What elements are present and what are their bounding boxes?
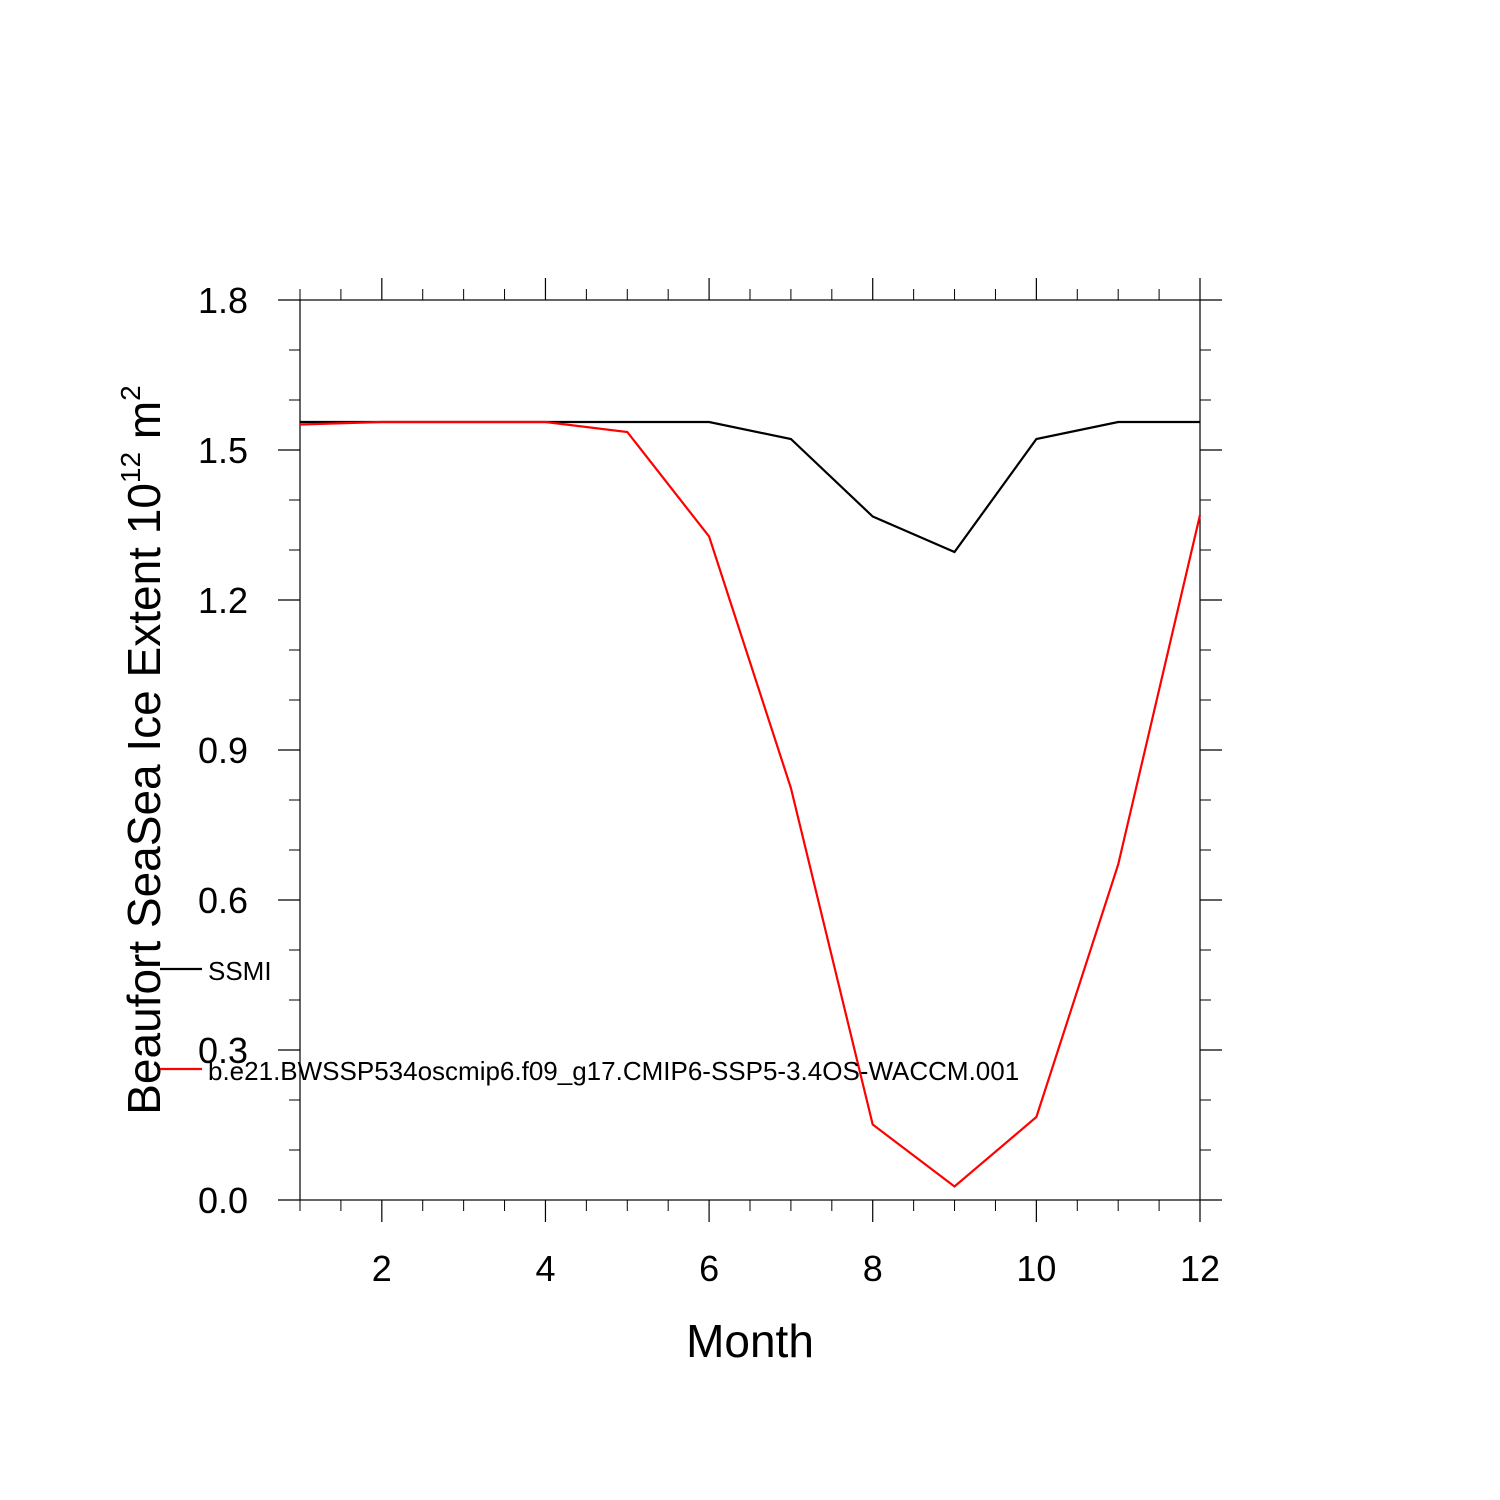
y-tick-label: 0.0: [198, 1180, 248, 1221]
y-tick-labels: 0.0 0.3 0.6 0.9 1.2 1.5 1.8: [198, 280, 248, 1221]
y-tick-label: 1.8: [198, 280, 248, 321]
y-axis-label-spacer: [118, 439, 170, 452]
series-lines: [299, 420, 1202, 1188]
x-tick-label: 6: [699, 1248, 719, 1289]
x-tick-label: 2: [372, 1248, 392, 1289]
series-line-1: [300, 420, 1200, 554]
major-ticks: [278, 278, 1222, 1222]
y-tick-label: 0.6: [198, 880, 248, 921]
x-tick-label: 8: [863, 1248, 883, 1289]
legend: SSMI b.e21.BWSSP534oscmip6.f09_g17.CMIP6-…: [160, 956, 1019, 1086]
y-axis-label-text: Beaufort SeaSea Ice Extent 10: [118, 483, 170, 1115]
x-tick-labels: 2 4 6 8 10 12: [372, 1248, 1220, 1289]
plot-frame: [299, 299, 1201, 1201]
x-tick-label: 12: [1180, 1248, 1220, 1289]
y-tick-label: 0.9: [198, 730, 248, 771]
x-tick-label: 4: [535, 1248, 555, 1289]
y-axis-label-exponent: 12: [115, 452, 146, 483]
y-axis-label-unit-exponent: 2: [115, 385, 146, 401]
y-tick-label: 0.3: [198, 1030, 248, 1071]
y-tick-label: 1.2: [198, 580, 248, 621]
y-tick-label: 1.5: [198, 430, 248, 471]
series-line-2: [299, 420, 1202, 1188]
x-tick-label: 10: [1016, 1248, 1056, 1289]
legend-label-1: SSMI: [208, 956, 272, 986]
y-axis-label: Beaufort SeaSea Ice Extent 1012 m2: [115, 385, 170, 1115]
legend-label-2: b.e21.BWSSP534oscmip6.f09_g17.CMIP6-SSP5…: [208, 1056, 1019, 1086]
x-axis-label: Month: [686, 1315, 814, 1367]
y-axis-label-unit: m: [118, 401, 170, 439]
